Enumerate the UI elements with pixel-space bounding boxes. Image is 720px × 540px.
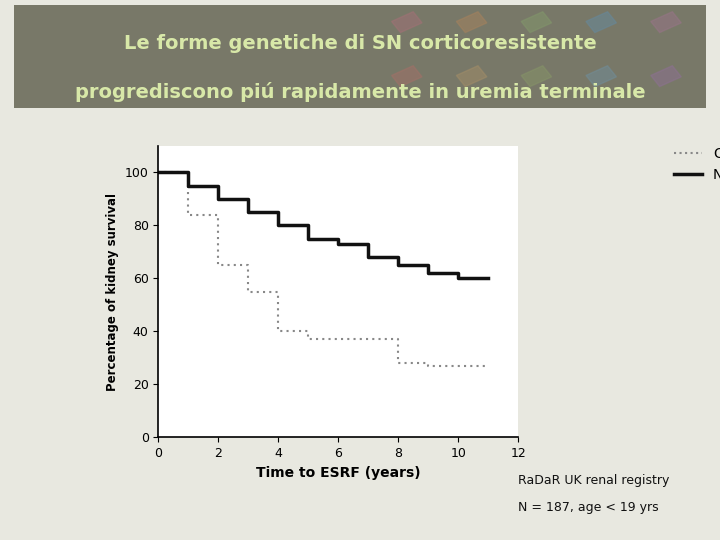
Text: RaDaR UK renal registry: RaDaR UK renal registry [518,474,670,487]
Text: N = 187, age < 19 yrs: N = 187, age < 19 yrs [518,501,659,514]
Text: progrediscono piú rapidamente in uremia terminale: progrediscono piú rapidamente in uremia … [75,82,645,102]
X-axis label: Time to ESRF (years): Time to ESRF (years) [256,465,420,480]
Legend: Genetic, Non-Genetic: Genetic, Non-Genetic [674,147,720,182]
Y-axis label: Percentage of kidney survival: Percentage of kidney survival [107,193,120,390]
Text: Le forme genetiche di SN corticoresistente: Le forme genetiche di SN corticoresisten… [124,33,596,53]
